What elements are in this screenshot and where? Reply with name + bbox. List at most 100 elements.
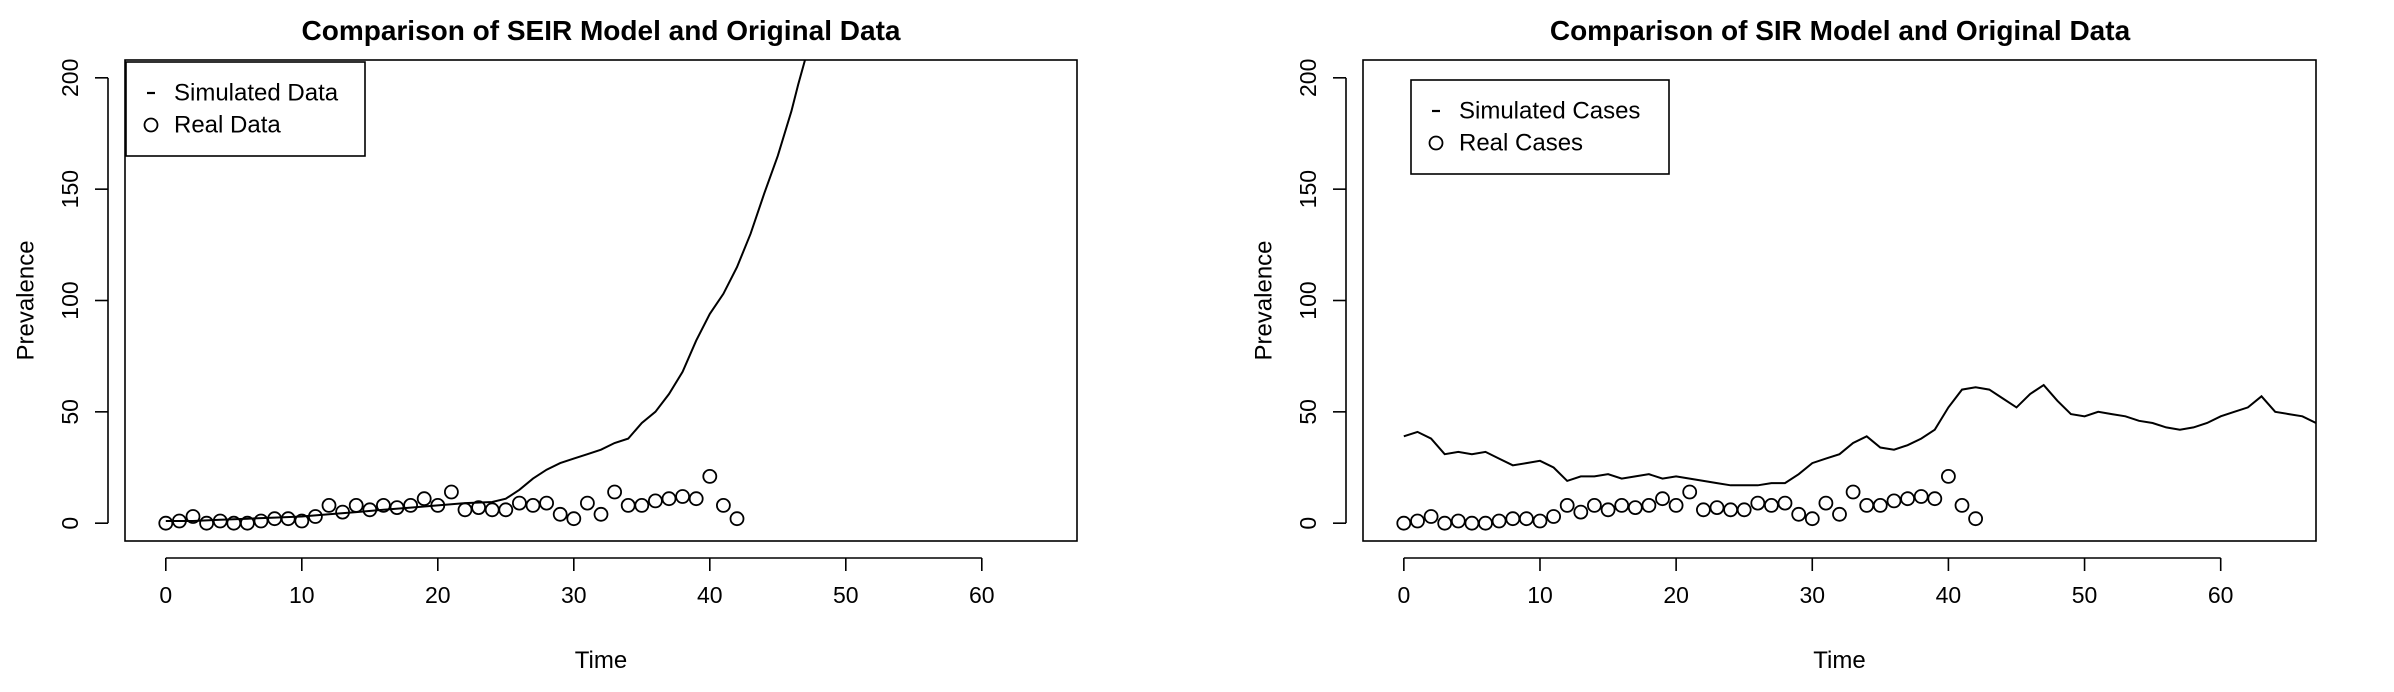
data-point-real (1519, 511, 1534, 527)
data-point-real (580, 495, 595, 511)
data-point-real (1750, 495, 1766, 511)
data-point-real (307, 509, 323, 524)
series-layer (158, 60, 806, 531)
x-axis: 0 10 20 30 40 50 60 Time (1397, 557, 2233, 674)
data-point-real (1641, 497, 1657, 513)
data-point-real (253, 513, 269, 529)
y-tick-label: 0 (57, 517, 83, 530)
x-axis: 0 10 20 30 40 50 60 Time (159, 557, 995, 674)
x-tick-label: 20 (1663, 582, 1689, 608)
data-point-real (1682, 484, 1698, 500)
data-point-real (566, 511, 582, 527)
data-point-real (1859, 497, 1875, 513)
y-axis-label: Prevalence (13, 240, 40, 360)
data-point-real (1600, 502, 1616, 518)
x-tick-label: 10 (289, 582, 315, 608)
x-tick-label: 50 (833, 582, 859, 608)
data-point-real (1627, 500, 1643, 516)
data-point-real (1546, 509, 1561, 524)
series-line-simulated (165, 60, 806, 522)
chart-panel-2: Comparison of SIR Model and Original Dat… (1251, 15, 2317, 674)
y-axis: 0 50 100 150 200 Prevalence (1251, 59, 1347, 530)
x-tick-label: 50 (2072, 582, 2098, 608)
data-point-real (1491, 513, 1507, 529)
chart-panel-1: Comparison of SEIR Model and Original Da… (13, 15, 1078, 674)
legend-label: Simulated Data (174, 80, 339, 107)
data-point-real (1791, 506, 1807, 522)
data-point-real (1709, 500, 1725, 516)
data-point-real (1614, 497, 1630, 513)
data-point-real (471, 500, 487, 516)
plot-frame (124, 59, 1078, 542)
y-tick-label: 0 (1295, 517, 1321, 530)
data-point-real (321, 497, 337, 513)
data-point-real (1573, 504, 1589, 520)
data-point-real (403, 497, 419, 513)
data-point-real (620, 497, 636, 513)
data-point-real (1900, 491, 1915, 507)
data-point-real (1532, 513, 1548, 529)
chart-title: Comparison of SEIR Model and Original Da… (302, 15, 901, 46)
data-point-real (1968, 511, 1983, 527)
y-tick-label: 200 (1295, 59, 1321, 97)
chart-title: Comparison of SIR Model and Original Dat… (1550, 15, 2131, 46)
data-point-real (1450, 513, 1466, 529)
legend: Simulated Data Real Data (125, 61, 366, 157)
data-point-real (443, 484, 459, 500)
x-axis-label: Time (575, 647, 627, 674)
data-point-real (1832, 506, 1847, 522)
data-point-real (1696, 502, 1711, 518)
data-point-real (1886, 493, 1902, 509)
data-point-real (430, 497, 446, 513)
data-point-real (1736, 502, 1752, 518)
data-point-real (1804, 511, 1820, 527)
x-axis-label: Time (1813, 647, 1865, 674)
legend-box (125, 61, 366, 157)
x-tick-label: 20 (425, 582, 451, 608)
y-tick-label: 200 (57, 59, 83, 97)
data-point-real (158, 515, 174, 531)
data-point-real (212, 513, 228, 529)
data-point-real (1655, 491, 1670, 507)
legend-label: Simulated Cases (1459, 98, 1640, 125)
data-point-real (688, 491, 704, 507)
data-point-real (335, 504, 351, 520)
data-point-real (1464, 515, 1480, 531)
data-point-real (484, 502, 500, 518)
y-axis-label: Prevalence (1251, 240, 1278, 360)
data-point-real (1913, 489, 1929, 504)
x-tick-label: 30 (561, 582, 587, 608)
data-point-real (1723, 502, 1738, 518)
data-point-real (280, 511, 296, 527)
data-point-real (661, 491, 677, 507)
data-point-real (1437, 515, 1453, 531)
x-tick-label: 40 (1936, 582, 1962, 608)
data-point-real (1668, 497, 1684, 513)
data-point-real (634, 497, 650, 513)
data-point-real (702, 468, 718, 484)
data-point-real (648, 493, 663, 509)
legend-label: Real Data (174, 112, 281, 139)
data-point-real (239, 515, 255, 531)
data-point-real (539, 495, 554, 511)
y-tick-label: 100 (57, 281, 83, 319)
data-point-real (1941, 468, 1956, 484)
data-point-real (498, 502, 514, 518)
y-axis: 0 50 100 150 200 Prevalence (13, 59, 109, 530)
data-point-real (675, 489, 690, 504)
legend-point-symbol (1428, 135, 1444, 151)
plot-frame (1362, 59, 2317, 542)
y-tick-label: 100 (1295, 281, 1321, 319)
y-tick-label: 150 (57, 170, 83, 208)
legend-point-symbol (143, 117, 159, 133)
data-point-real (525, 497, 541, 513)
data-point-real (607, 484, 622, 500)
data-point-real (1396, 515, 1412, 531)
data-point-real (1927, 491, 1943, 507)
data-point-real (1872, 497, 1888, 513)
data-point-real (416, 491, 432, 507)
y-tick-label: 150 (1295, 170, 1321, 208)
legend: Simulated Cases Real Cases (1410, 79, 1670, 175)
y-tick-label: 50 (57, 399, 83, 425)
